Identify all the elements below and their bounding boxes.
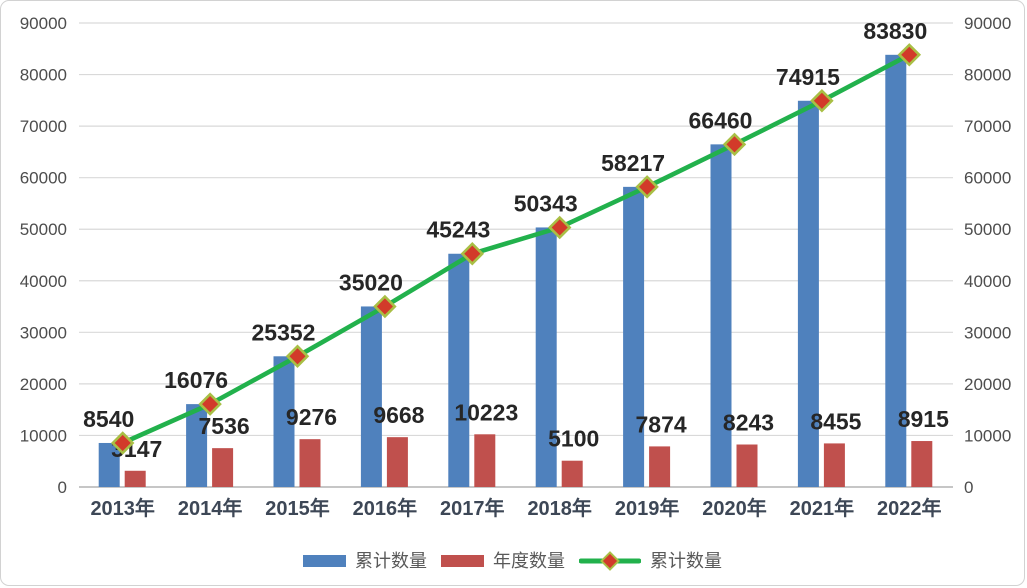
y-axis-right-tick: 30000 [964, 323, 1011, 342]
bar-cumulative-2021年 [797, 100, 819, 488]
x-axis-label: 2020年 [702, 496, 767, 520]
line-marker-diamond [722, 132, 747, 157]
x-axis-label: 2021年 [790, 496, 855, 520]
y-axis-right-tick: 80000 [964, 66, 1011, 85]
chart-legend: 累计数量 年度数量 累计数量 [1, 541, 1024, 581]
y-axis-right-tick: 70000 [964, 117, 1011, 136]
bar-annual-2018年 [561, 460, 583, 487]
line-marker-diamond [110, 431, 135, 455]
y-axis-left-tick: 50000 [20, 220, 67, 239]
data-label-cumulative: 16076 [164, 367, 228, 393]
line-marker-diamond [810, 89, 834, 113]
combo-chart-plot-area: 0 0 10000 10000 20000 20000 30000 30000 40000 400… [20, 14, 1012, 520]
bar-annual-2019年 [649, 446, 671, 487]
x-axis-label: 2019年 [615, 496, 680, 520]
y-axis-right-tick: 10000 [964, 426, 1011, 445]
data-label-annual: 9276 [286, 404, 337, 430]
y-axis-right-tick: 60000 [964, 169, 1011, 188]
bar-cumulative-2019年 [623, 186, 645, 488]
line-marker-diamond [198, 392, 222, 416]
bar-annual-2022年 [911, 441, 933, 487]
bar-annual-2014年 [212, 448, 234, 487]
legend-label-annual-bar: 年度数量 [493, 551, 565, 571]
legend-label-cumulative-bar: 累计数量 [355, 551, 427, 571]
data-label-cumulative: 8540 [83, 406, 134, 432]
bar-annual-2016年 [386, 437, 408, 487]
x-axis-label: 2014年 [178, 496, 243, 520]
data-label-annual: 5100 [548, 426, 599, 452]
line-marker-diamond [897, 43, 922, 67]
legend-swatch-annual-bar [441, 555, 484, 567]
y-axis-left-tick: 70000 [20, 117, 67, 136]
bar-cumulative-2014年 [186, 404, 208, 487]
data-label-annual: 7874 [636, 411, 687, 437]
x-axis-label: 2018年 [527, 496, 592, 520]
x-axis-label: 2015年 [265, 496, 330, 520]
y-axis-left-tick: 90000 [20, 14, 67, 33]
bar-cumulative-2016年 [360, 306, 382, 487]
data-label-cumulative: 35020 [339, 269, 403, 295]
bar-cumulative-2022年 [885, 54, 907, 487]
data-label-annual: 7536 [199, 413, 250, 439]
bar-cumulative-2017年 [448, 253, 470, 487]
line-marker-diamond [373, 294, 397, 319]
data-label-cumulative: 45243 [426, 217, 490, 243]
line-marker-diamond [635, 175, 659, 199]
line-marker-diamond [547, 215, 572, 240]
legend-label-cumulative-line: 累计数量 [650, 551, 722, 571]
bar-annual-2021年 [823, 443, 845, 487]
data-label-annual: 10223 [454, 399, 518, 425]
bar-annual-2017年 [474, 434, 496, 487]
data-label-cumulative: 50343 [514, 190, 578, 216]
y-axis-right-tick: 20000 [964, 375, 1011, 394]
data-label-cumulative: 66460 [689, 107, 753, 133]
data-label-annual: 8915 [898, 406, 949, 432]
bar-cumulative-2013年 [98, 442, 120, 487]
bar-cumulative-2020年 [710, 144, 732, 488]
bar-cumulative-2015年 [273, 356, 295, 487]
y-axis-right-tick: 40000 [964, 272, 1011, 291]
x-axis-label: 2017年 [440, 496, 505, 520]
legend-line-marker-icon [579, 551, 641, 571]
x-axis-label: 2013年 [90, 496, 155, 520]
legend-item-cumulative-bar: 累计数量 [303, 552, 427, 570]
bar-cumulative-2018年 [535, 227, 557, 488]
legend-item-cumulative-line: 累计数量 [579, 550, 722, 572]
cumulative-line [120, 52, 912, 446]
line-marker-diamond [460, 242, 485, 266]
bar-annual-2020年 [736, 444, 758, 487]
y-axis-left-tick: 0 [58, 478, 67, 497]
y-axis-right-tick: 90000 [964, 14, 1011, 33]
y-axis-left-tick: 40000 [20, 272, 67, 291]
y-axis-left-tick: 30000 [20, 323, 67, 342]
y-axis-right-tick: 50000 [964, 220, 1011, 239]
x-axis-label: 2016年 [353, 496, 418, 520]
data-label-annual: 8243 [723, 410, 774, 436]
legend-item-annual-bar: 年度数量 [441, 552, 565, 570]
data-label-cumulative: 25352 [252, 319, 316, 345]
y-axis-right-tick: 0 [964, 478, 973, 497]
line-marker-diamond [285, 344, 310, 369]
y-axis-left-tick: 80000 [20, 66, 67, 85]
data-label-annual: 8455 [810, 408, 861, 434]
bar-annual-2015年 [299, 439, 321, 487]
x-axis-label: 2022年 [877, 496, 942, 520]
bar-annual-2013年 [124, 470, 146, 487]
data-label-cumulative: 58217 [601, 150, 665, 176]
data-label-cumulative: 74915 [776, 64, 840, 90]
y-axis-left-tick: 20000 [20, 375, 67, 394]
data-label-cumulative: 83830 [863, 18, 927, 44]
y-axis-left-tick: 10000 [20, 426, 67, 445]
y-axis-left-tick: 60000 [20, 169, 67, 188]
data-label-annual: 9668 [373, 402, 424, 428]
legend-swatch-cumulative-bar [303, 555, 346, 567]
